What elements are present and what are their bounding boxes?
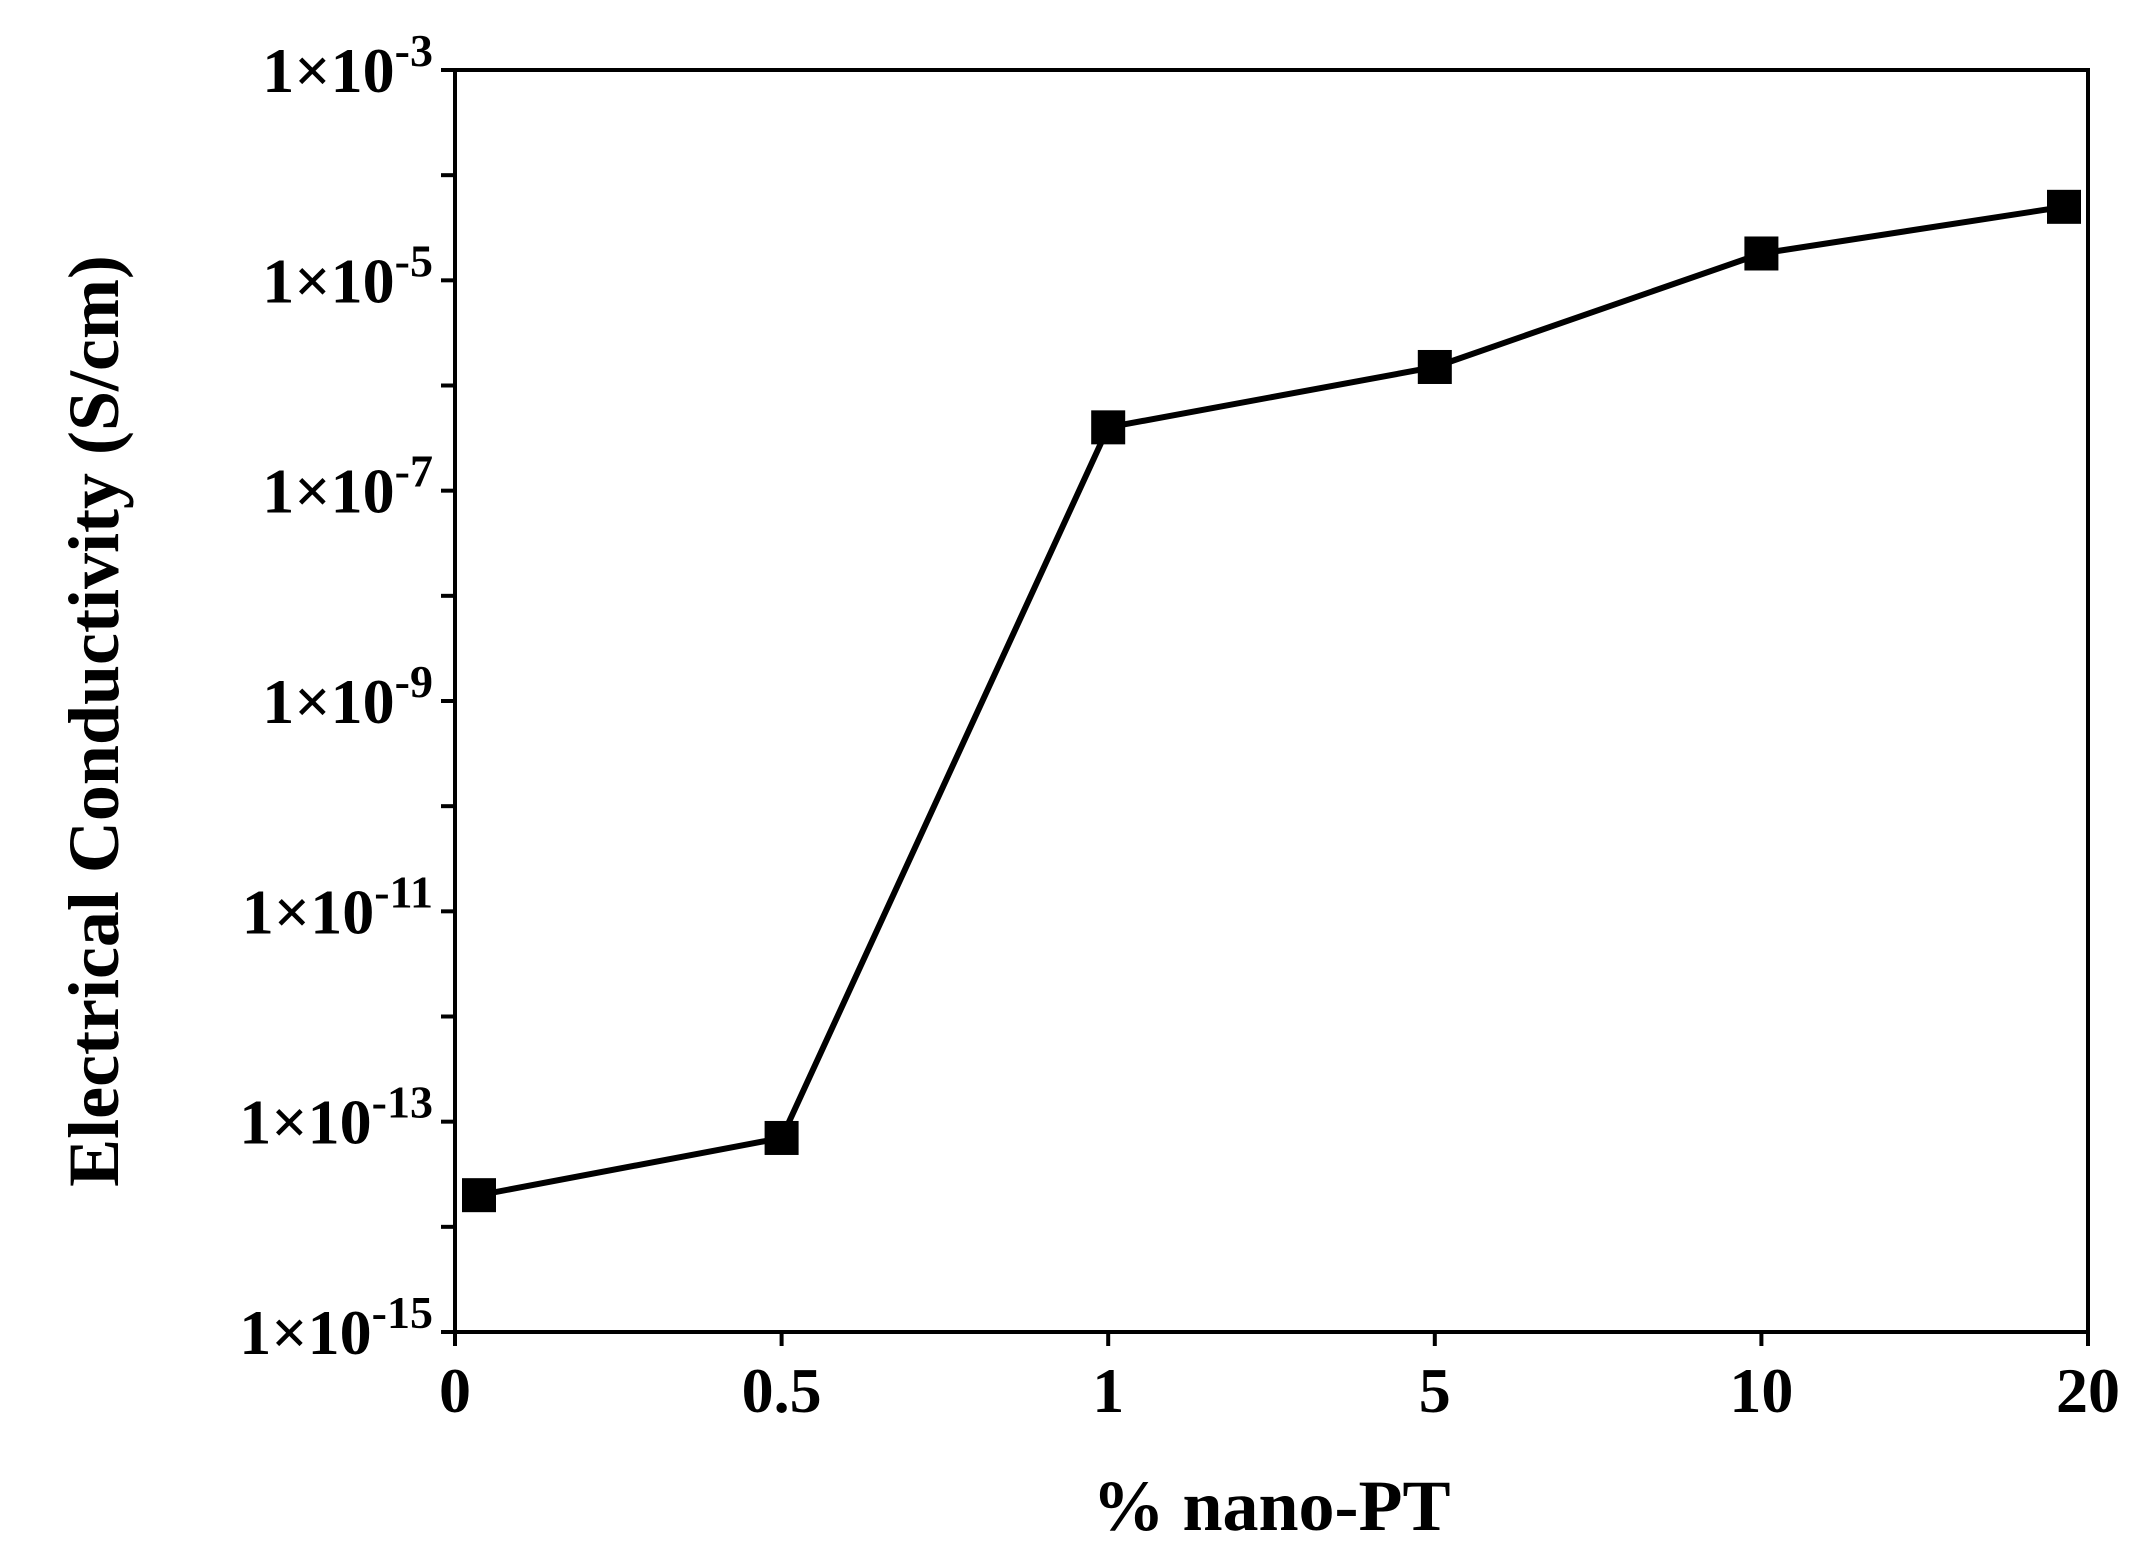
x-tick-label: 20 (2056, 1355, 2120, 1426)
y-axis-title: Electrical Conductivity (S/cm) (54, 255, 134, 1187)
data-point-marker (764, 1120, 799, 1155)
y-tick-label: 1×10-11 (242, 866, 433, 947)
x-tick-label: 5 (1419, 1355, 1451, 1426)
minor-ticks (441, 68, 2090, 1346)
x-tick-label: 10 (1729, 1355, 1793, 1426)
x-tick-label: 1 (1092, 1355, 1124, 1426)
series-line (478, 203, 2065, 1199)
plot-area-frame (453, 68, 2090, 1334)
series (462, 189, 2081, 1213)
x-tick-label: 0.5 (742, 1355, 822, 1426)
y-tick-labels: 1×10-15 1×10-13 1×10-11 1×10-9 1×10-7 1×10-5 1… (239, 25, 433, 1368)
y-tick-label: 1×10-13 (239, 1077, 433, 1158)
data-point-marker (1417, 349, 1452, 384)
y-tick-label: 1×10-15 (239, 1287, 433, 1368)
x-axis-title: % nano-PT (1092, 1466, 1450, 1546)
data-point-marker (2047, 189, 2081, 224)
x-tick-label: 0 (439, 1355, 471, 1426)
plot-frame (453, 68, 2090, 1334)
data-point-marker (462, 1178, 496, 1213)
data-point-marker (1744, 236, 1779, 271)
y-tick-label: 1×10-5 (262, 235, 433, 316)
y-tick-label: 1×10-7 (262, 446, 433, 527)
y-tick-label: 1×10-3 (262, 25, 433, 106)
data-point-marker (1091, 410, 1126, 445)
x-tick-labels: 0 0.5 1 5 10 20 (439, 1355, 2120, 1426)
y-tick-label: 1×10-9 (262, 656, 433, 737)
